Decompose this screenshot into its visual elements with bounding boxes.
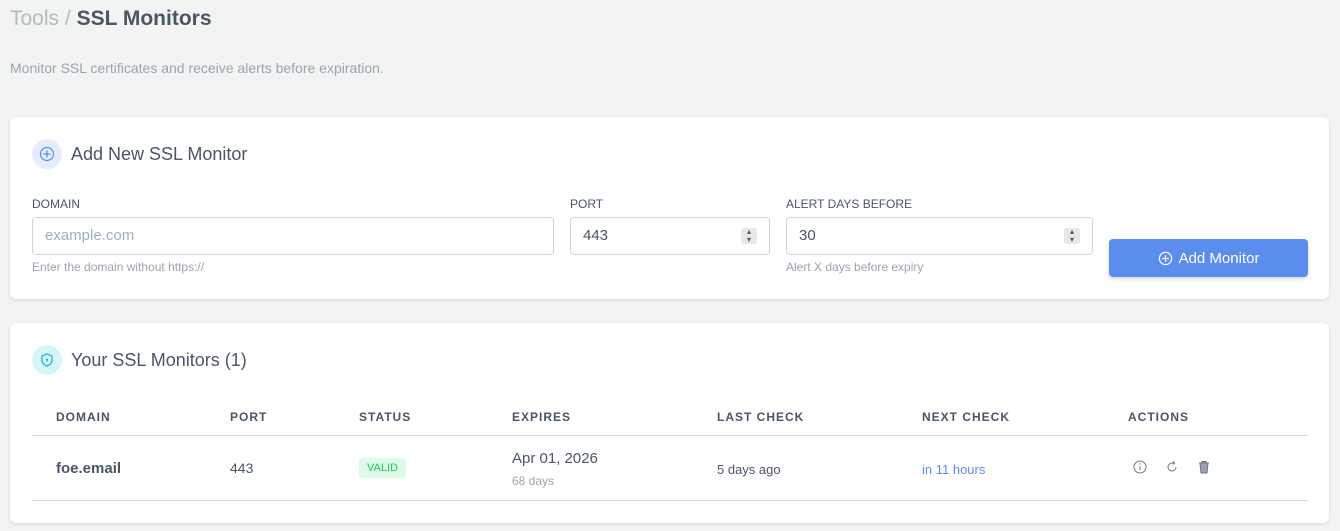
row-domain: foe.email — [56, 460, 122, 477]
port-value: 443 — [583, 227, 609, 244]
add-monitor-button[interactable]: Add Monitor — [1109, 239, 1308, 277]
info-icon[interactable] — [1133, 460, 1147, 479]
row-next-check[interactable]: in 11 hours — [922, 462, 986, 477]
col-expires: EXPIRES — [512, 410, 572, 424]
plus-circle-icon — [32, 139, 62, 169]
header-divider — [32, 435, 1308, 436]
trash-icon[interactable] — [1197, 460, 1211, 479]
row-port: 443 — [230, 460, 254, 476]
port-label: PORT — [570, 197, 604, 211]
plus-circle-icon — [1158, 251, 1172, 265]
add-monitor-card: Add New SSL Monitor DOMAIN example.com E… — [10, 117, 1329, 299]
col-last-check: LAST CHECK — [717, 410, 805, 424]
col-next-check: NEXT CHECK — [922, 410, 1011, 424]
col-port: PORT — [230, 410, 268, 424]
port-stepper[interactable]: ▴ ▾ — [741, 228, 757, 244]
alert-days-value: 30 — [799, 227, 816, 244]
page-subtitle: Monitor SSL certificates and receive ale… — [10, 60, 384, 76]
breadcrumb: Tools / SSL Monitors — [10, 7, 212, 31]
page-title: SSL Monitors — [76, 7, 212, 30]
breadcrumb-parent[interactable]: Tools — [10, 7, 60, 30]
row-last-check: 5 days ago — [717, 462, 781, 477]
monitors-title: Your SSL Monitors (1) — [71, 350, 247, 370]
shield-icon — [32, 345, 62, 375]
row-expires-in: 68 days — [512, 474, 555, 488]
row-expires: Apr 01, 2026 — [512, 450, 598, 467]
alert-days-label: ALERT DAYS BEFORE — [786, 197, 913, 211]
col-actions: ACTIONS — [1128, 410, 1189, 424]
row-divider — [32, 500, 1308, 501]
col-status: STATUS — [359, 410, 412, 424]
monitors-card: Your SSL Monitors (1) DOMAIN PORT STATUS… — [10, 323, 1329, 523]
alert-days-help: Alert X days before expiry — [786, 260, 924, 274]
port-input[interactable]: 443 ▴ ▾ — [570, 217, 770, 255]
col-domain: DOMAIN — [56, 410, 111, 424]
alert-days-stepper[interactable]: ▴ ▾ — [1064, 228, 1080, 244]
refresh-icon[interactable] — [1165, 460, 1179, 479]
add-monitor-label: Add Monitor — [1178, 249, 1260, 267]
status-badge: VALID — [359, 458, 406, 478]
domain-input[interactable]: example.com — [32, 217, 554, 255]
breadcrumb-separator: / — [64, 7, 71, 30]
add-monitor-title: Add New SSL Monitor — [71, 144, 248, 164]
domain-label: DOMAIN — [32, 197, 80, 211]
domain-help: Enter the domain without https:// — [32, 260, 205, 274]
alert-days-input[interactable]: 30 ▴ ▾ — [786, 217, 1093, 255]
